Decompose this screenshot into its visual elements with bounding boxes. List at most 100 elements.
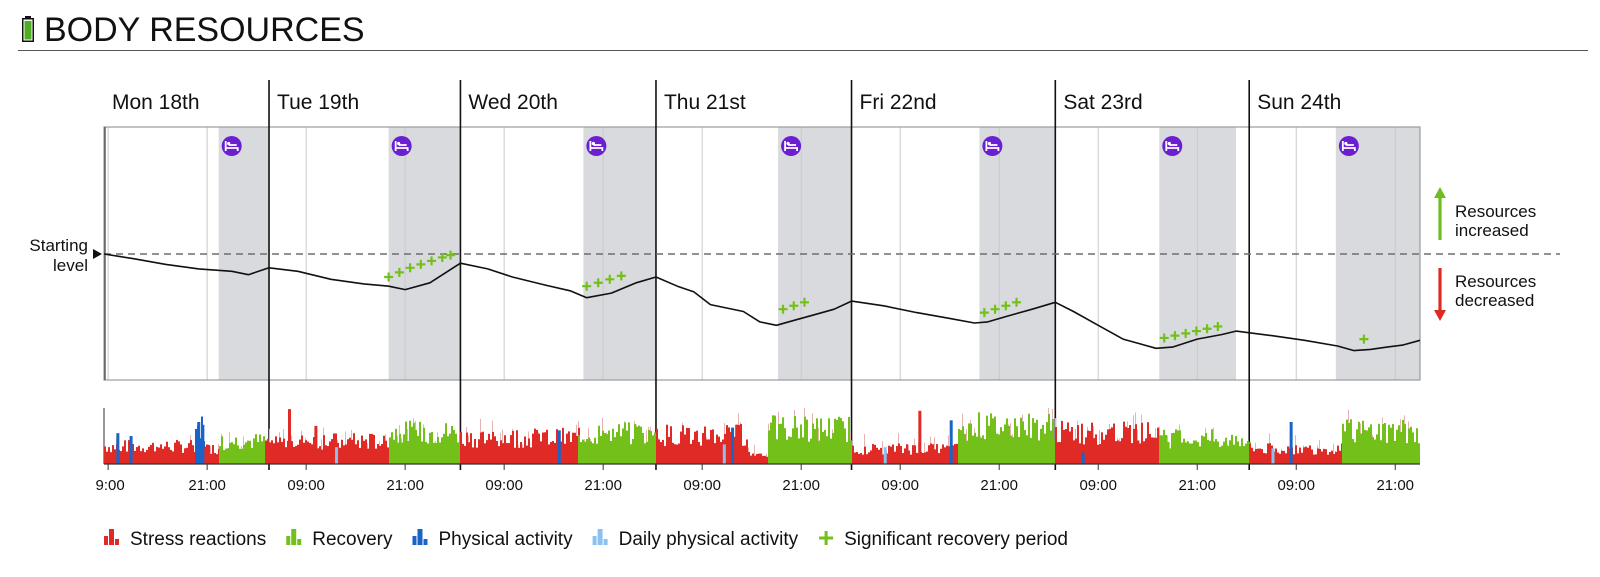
activity-bar bbox=[1115, 441, 1117, 464]
activity-bar bbox=[1187, 441, 1189, 464]
activity-bar bbox=[988, 425, 990, 464]
activity-bar bbox=[166, 441, 168, 464]
activity-bar bbox=[1109, 423, 1110, 429]
activity-bar bbox=[305, 440, 307, 464]
recovery-marker bbox=[446, 250, 456, 260]
activity-bar bbox=[1321, 451, 1323, 464]
activity-bar bbox=[774, 415, 776, 464]
activity-bar bbox=[331, 439, 333, 464]
activity-bar bbox=[1299, 447, 1301, 464]
activity-bar bbox=[265, 440, 267, 464]
activity-bar bbox=[570, 441, 572, 464]
activity-bar bbox=[188, 443, 190, 464]
activity-bar bbox=[235, 437, 237, 464]
activity-bar bbox=[742, 445, 744, 464]
activity-bar bbox=[1394, 440, 1396, 464]
activity-bar bbox=[1231, 434, 1233, 464]
activity-bar bbox=[716, 434, 718, 464]
activity-bar bbox=[846, 442, 848, 464]
activity-bar bbox=[1008, 424, 1009, 426]
activity-bar bbox=[297, 444, 299, 464]
activity-bar bbox=[738, 413, 739, 425]
activity-bar bbox=[1205, 432, 1207, 464]
activity-bar bbox=[766, 453, 767, 457]
activity-bar bbox=[1093, 425, 1094, 439]
activity-bar bbox=[1167, 441, 1169, 464]
activity-bar bbox=[429, 432, 431, 464]
recovery-marker bbox=[1170, 331, 1180, 341]
activity-spike bbox=[1289, 422, 1293, 464]
activity-bar bbox=[738, 424, 740, 464]
activity-spike bbox=[722, 444, 726, 464]
activity-bar bbox=[584, 441, 586, 464]
activity-bar bbox=[858, 453, 860, 464]
activity-bar bbox=[980, 436, 981, 438]
activity-bar bbox=[1125, 426, 1127, 464]
activity-bar bbox=[1309, 445, 1311, 464]
activity-bar bbox=[182, 452, 184, 464]
activity-bar bbox=[844, 428, 846, 464]
activity-bar bbox=[437, 436, 439, 464]
activity-bar bbox=[1010, 435, 1012, 464]
activity-bar bbox=[283, 429, 284, 439]
activity-bar bbox=[1213, 427, 1214, 442]
activity-bar bbox=[794, 410, 795, 416]
activity-bar bbox=[954, 444, 956, 464]
activity-bar bbox=[1406, 443, 1408, 464]
activity-bar bbox=[578, 421, 579, 428]
activity-bar bbox=[1101, 432, 1103, 464]
activity-bar bbox=[295, 446, 297, 464]
activity-bar bbox=[1159, 435, 1161, 464]
activity-bar bbox=[820, 418, 822, 464]
activity-bar bbox=[299, 439, 301, 464]
activity-bar bbox=[480, 418, 481, 433]
activity-bar bbox=[778, 423, 780, 464]
activity-bar bbox=[1317, 445, 1318, 449]
activity-bar bbox=[1075, 438, 1077, 464]
activity-bar bbox=[1279, 453, 1281, 464]
recovery-marker bbox=[990, 304, 1000, 314]
activity-bar bbox=[1333, 454, 1335, 464]
starting-level-label: Starting bbox=[29, 236, 88, 255]
day-label: Fri 22nd bbox=[860, 91, 937, 114]
activity-bar bbox=[401, 438, 402, 443]
activity-bar bbox=[1055, 427, 1057, 464]
activity-bar bbox=[494, 436, 496, 464]
activity-bar bbox=[1372, 434, 1373, 438]
activity-bar bbox=[447, 436, 449, 464]
activity-bar bbox=[106, 451, 108, 464]
activity-bar bbox=[556, 429, 558, 464]
activity-bar bbox=[210, 446, 211, 454]
activity-bar bbox=[1352, 439, 1354, 464]
legend-swatch bbox=[291, 529, 297, 545]
activity-bar bbox=[1135, 412, 1136, 425]
activity-bar bbox=[728, 427, 730, 464]
battery-icon bbox=[22, 16, 34, 42]
activity-bar bbox=[1305, 446, 1307, 464]
activity-bar bbox=[1275, 448, 1277, 464]
activity-bar bbox=[784, 428, 786, 464]
recovery-marker bbox=[778, 304, 788, 314]
activity-bar bbox=[359, 447, 361, 464]
activity-bar bbox=[816, 418, 818, 464]
x-tick-label: 09:00 bbox=[287, 477, 325, 494]
activity-bar bbox=[966, 440, 968, 464]
sleep-icon bbox=[982, 136, 1003, 156]
activity-spike bbox=[1271, 448, 1275, 464]
legend-label: Stress reactions bbox=[130, 529, 266, 550]
activity-spike bbox=[1081, 452, 1085, 464]
activity-bar bbox=[1241, 438, 1243, 464]
activity-bar bbox=[1153, 437, 1155, 464]
activity-bar bbox=[624, 422, 626, 464]
activity-bar bbox=[878, 449, 880, 464]
recovery-marker bbox=[427, 256, 437, 266]
activity-bar bbox=[688, 428, 690, 464]
activity-bar bbox=[944, 447, 946, 464]
activity-bar bbox=[492, 420, 493, 432]
activity-bar bbox=[178, 441, 180, 464]
activity-bar bbox=[345, 444, 347, 464]
activity-bar bbox=[910, 454, 912, 464]
activity-bar bbox=[1077, 425, 1079, 464]
activity-bar bbox=[730, 431, 732, 464]
activity-bar bbox=[768, 430, 770, 464]
